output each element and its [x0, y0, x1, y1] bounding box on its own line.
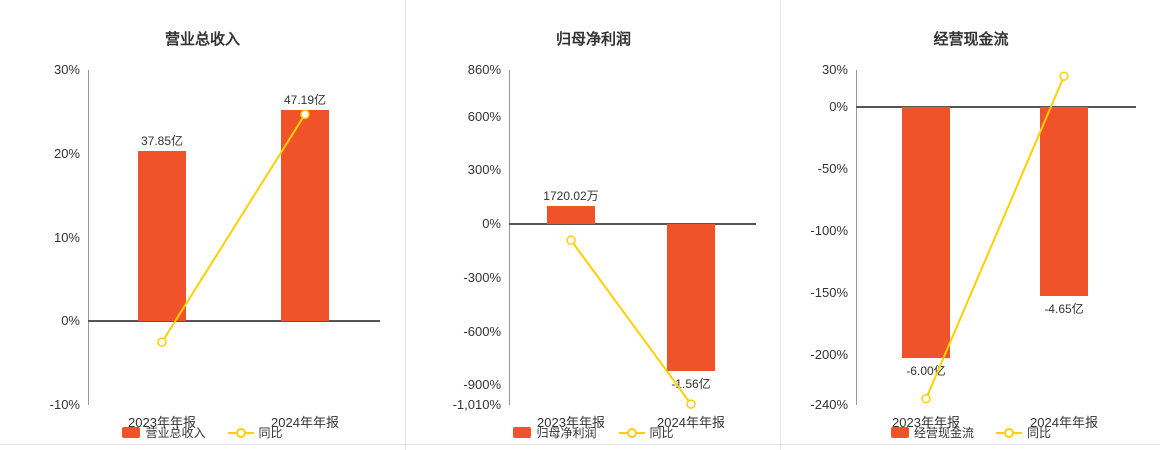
chart-legend: 归母净利润 同比 — [406, 424, 781, 441]
bar-value-label: 47.19亿 — [283, 93, 327, 108]
legend-item-bar-series[interactable]: 归母净利润 — [513, 424, 597, 441]
y-tick-label: 30% — [53, 62, 80, 77]
bar-value-label: 37.85亿 — [140, 134, 184, 149]
legend-label: 同比 — [258, 426, 283, 440]
bar-swatch-icon — [513, 427, 532, 438]
bar-value-label: -1.56亿 — [671, 376, 711, 391]
bar-value-label: 1720.02万 — [543, 189, 599, 204]
y-tick-label: -1,010% — [452, 397, 501, 412]
legend-label: 同比 — [1027, 426, 1052, 440]
bar[interactable] — [138, 151, 186, 322]
zero-axis-line — [88, 320, 380, 323]
line-marker-icon — [626, 427, 637, 438]
line-marker-icon — [1004, 427, 1014, 438]
line-marker[interactable] — [686, 399, 696, 409]
y-tick-label: -100% — [810, 223, 848, 239]
chart-legend: 营业总收入 同比 — [0, 424, 405, 441]
legend-item-bar-series[interactable]: 经营现金流 — [890, 424, 974, 441]
bar[interactable] — [902, 107, 950, 358]
bar[interactable] — [281, 110, 329, 322]
category-label: 2024年年报 — [271, 415, 339, 430]
line-marker[interactable] — [157, 337, 167, 347]
bar[interactable] — [547, 206, 595, 225]
chart-panel-operating-cashflow: 经营现金流 经营现金流 同比 30% 0% -50% -100% -150% -200% -… — [780, 0, 1160, 450]
y-tick-label: -50% — [817, 161, 848, 177]
bar-swatch-icon — [890, 427, 909, 438]
legend-item-bar-series[interactable]: 营业总收入 — [122, 424, 206, 441]
chart-panel-operating-revenue: 营业总收入 营业总收入 同比 30% 20% 10% 0% -10% 2023年年报 202… — [0, 0, 405, 450]
y-tick-label: -200% — [810, 347, 848, 363]
category-label: 2024年年报 — [1030, 415, 1098, 430]
bar[interactable] — [667, 224, 715, 371]
chart-title: 归母净利润 — [555, 31, 631, 48]
legend-label: 营业总收入 — [145, 426, 206, 440]
chart-title: 营业总收入 — [164, 31, 240, 48]
line-marker[interactable] — [1059, 71, 1069, 81]
line-swatch-icon — [996, 427, 1022, 438]
y-tick-label: 600% — [467, 108, 501, 124]
bar-value-label: -6.00亿 — [906, 363, 946, 378]
legend-item-yoy-line[interactable]: 同比 — [227, 424, 283, 441]
chart-title: 经营现金流 — [933, 31, 1009, 48]
y-tick-label: -300% — [463, 269, 501, 285]
bar-value-label: -4.65亿 — [1044, 301, 1084, 316]
y-tick-label: 0% — [482, 216, 501, 232]
y-tick-label: 30% — [821, 62, 848, 77]
zero-axis-line — [509, 223, 756, 226]
y-tick-label: 20% — [53, 145, 80, 161]
legend-label: 归母净利润 — [536, 426, 597, 440]
legend-item-yoy-line[interactable]: 同比 — [618, 424, 674, 441]
y-axis-line — [88, 70, 89, 405]
y-tick-label: 300% — [467, 162, 501, 178]
y-axis-line — [509, 70, 510, 405]
line-marker-icon — [235, 427, 246, 438]
legend-item-yoy-line[interactable]: 同比 — [996, 424, 1051, 441]
zero-axis-line — [856, 106, 1136, 109]
line-swatch-icon — [618, 427, 645, 438]
line-marker[interactable] — [921, 394, 931, 404]
bar[interactable] — [1040, 107, 1088, 296]
category-label: 2023年年报 — [537, 415, 605, 430]
bar-swatch-icon — [122, 427, 141, 438]
y-tick-label: 0% — [829, 99, 848, 115]
category-label: 2024年年报 — [657, 415, 725, 430]
y-tick-label: -10% — [49, 397, 80, 412]
y-tick-label: -150% — [810, 285, 848, 301]
chart-legend: 经营现金流 同比 — [781, 424, 1160, 441]
bottom-divider — [0, 444, 1160, 445]
y-tick-label: 10% — [53, 229, 80, 245]
line-marker[interactable] — [566, 235, 576, 245]
category-label: 2023年年报 — [128, 415, 196, 430]
legend-label: 经营现金流 — [913, 426, 974, 440]
legend-label: 同比 — [649, 426, 674, 440]
y-tick-label: -240% — [810, 397, 848, 412]
y-tick-label: 0% — [61, 313, 80, 329]
category-label: 2023年年报 — [892, 415, 960, 430]
y-axis-line — [856, 70, 857, 405]
y-tick-label: 860% — [467, 62, 501, 77]
chart-panel-net-profit: 归母净利润 归母净利润 同比 860% 600% 300% 0% -300% -600% -… — [405, 0, 781, 450]
y-tick-label: -900% — [463, 377, 501, 393]
line-swatch-icon — [227, 427, 254, 438]
y-tick-label: -600% — [463, 323, 501, 339]
